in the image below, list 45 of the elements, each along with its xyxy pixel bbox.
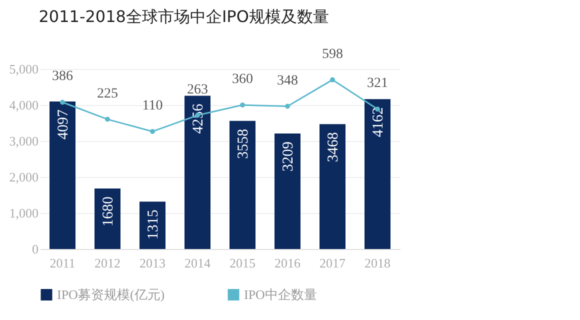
bar bbox=[364, 99, 390, 249]
data-label: 3558 bbox=[236, 128, 252, 159]
bar bbox=[230, 120, 256, 249]
data-label: 598 bbox=[322, 46, 343, 62]
data-label: 3468 bbox=[326, 132, 342, 162]
x-tick-label: 2012 bbox=[94, 256, 120, 270]
point bbox=[330, 77, 335, 82]
x-tick-label: 2016 bbox=[274, 256, 301, 270]
x-tick-label: 2014 bbox=[184, 256, 211, 270]
point bbox=[285, 104, 290, 109]
point bbox=[240, 102, 245, 108]
x-tick-label: 2011 bbox=[50, 256, 76, 270]
bar bbox=[274, 133, 300, 249]
legend-label: IPO中企数量 bbox=[244, 286, 317, 302]
data-label: 263 bbox=[187, 82, 208, 98]
point bbox=[105, 116, 110, 122]
bar bbox=[184, 96, 210, 249]
data-label: 3209 bbox=[280, 141, 296, 172]
bar bbox=[94, 188, 120, 249]
y-tick-label: 5,000 bbox=[9, 62, 38, 76]
data-label: 386 bbox=[52, 69, 73, 84]
point bbox=[60, 100, 65, 105]
x-tick-label: 2013 bbox=[140, 256, 166, 270]
y-tick-label: 3,000 bbox=[9, 134, 38, 148]
point bbox=[150, 128, 155, 134]
x-tick-label: 2017 bbox=[320, 256, 346, 270]
data-label: 225 bbox=[97, 86, 118, 102]
bar bbox=[140, 202, 166, 249]
data-label: 348 bbox=[277, 73, 298, 88]
data-label: 1315 bbox=[146, 210, 162, 240]
legend-label: IPO募资规模(亿元) bbox=[57, 286, 165, 302]
x-tick-label: 2015 bbox=[230, 256, 256, 270]
data-label: 360 bbox=[232, 72, 253, 87]
data-label: 110 bbox=[142, 98, 163, 114]
bar bbox=[320, 124, 346, 249]
data-label: 4097 bbox=[56, 109, 72, 140]
x-tick-label: 2018 bbox=[364, 256, 390, 270]
data-label: 321 bbox=[367, 76, 388, 92]
data-label: 1680 bbox=[100, 196, 116, 227]
y-tick-label: 4,000 bbox=[9, 98, 38, 112]
bar bbox=[50, 102, 76, 249]
y-tick-label: 2,000 bbox=[9, 170, 38, 184]
y-tick-label: 1,000 bbox=[9, 206, 38, 220]
y-tick-label: 0 bbox=[32, 242, 38, 256]
chart-title: 2011-2018全球市场中企IPO规模及数量 bbox=[38, 6, 329, 26]
